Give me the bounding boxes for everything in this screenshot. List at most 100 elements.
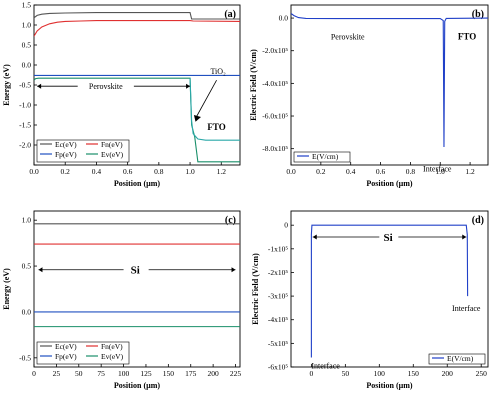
x-tick-label: 0.4 <box>346 167 356 176</box>
series-line-ev/cm <box>291 13 488 148</box>
y-tick-label: 0.0 <box>279 14 289 23</box>
span-arrow-head <box>186 83 191 89</box>
legend-box <box>293 151 351 163</box>
y-tick-label: -0.5 <box>19 81 31 90</box>
y-tick-label: -1x10⁵ <box>268 244 288 253</box>
legend-box <box>428 353 486 365</box>
x-tick-label: 175 <box>185 369 197 378</box>
panel-label: (d) <box>472 215 484 226</box>
x-tick-label: 100 <box>374 369 386 378</box>
x-tick-label: 0.4 <box>92 167 102 176</box>
y-tick-label: -6x10⁵ <box>268 363 288 372</box>
annotation: TiO₂ <box>210 67 226 76</box>
legend: Ec(eV) Fn(eV) Fp(eV) Ev(eV) <box>36 341 130 365</box>
annotation: Si <box>131 265 140 277</box>
y-tick-label: -4.0x10⁵ <box>262 79 288 88</box>
x-tick-label: 0.2 <box>61 167 71 176</box>
y-tick-label: -0.5 <box>19 353 31 362</box>
x-tick-label: 0.2 <box>316 167 326 176</box>
x-tick-label: 0 <box>310 369 314 378</box>
annotation: FTO <box>458 31 476 41</box>
y-tick-label: -3x10⁵ <box>268 292 288 301</box>
x-tick-label: 150 <box>408 369 420 378</box>
x-tick-label: 0.6 <box>376 167 386 176</box>
x-tick-label: 1.0 <box>185 167 195 176</box>
legend-label: Fn(eV) <box>101 342 123 351</box>
y-tick-label: 0 <box>284 221 288 230</box>
y-tick-label: 0.0 <box>22 307 32 316</box>
x-axis-label: Position (µm) <box>366 381 412 390</box>
span-arrow-head <box>312 234 317 240</box>
x-tick-label: 225 <box>230 369 242 378</box>
panel-b: 0.0 0.2 0.4 0.6 0.8 1.0 1.2 0.0 -2.0x10⁵ -4.0x10⁵… <box>249 4 489 188</box>
x-tick-label: 75 <box>97 369 105 378</box>
x-tick-label: 0.8 <box>406 167 416 176</box>
legend-label: Ec(eV) <box>55 140 77 149</box>
legend-label: Fp(eV) <box>55 352 77 361</box>
x-tick-label: 200 <box>208 369 220 378</box>
series-group <box>34 223 240 328</box>
span-arrow-head <box>38 267 43 273</box>
series-line-fnev <box>34 20 240 37</box>
panel-label: (b) <box>472 9 484 20</box>
y-tick-label: -8.0x10⁵ <box>262 144 288 153</box>
x-tick-label: 0.8 <box>154 167 164 176</box>
legend-label: Ec(eV) <box>55 342 77 351</box>
x-tick-label: 50 <box>342 369 350 378</box>
series-group <box>291 13 488 148</box>
legend: Ec(eV) Fn(eV) Fp(eV) Ev(eV) <box>36 139 130 163</box>
y-tick-label: -5x10⁵ <box>268 339 288 348</box>
y-tick-label: 0.5 <box>22 262 32 271</box>
plot-frame <box>33 210 241 368</box>
legend-label: E(V/cm) <box>312 152 339 161</box>
x-tick-label: 100 <box>118 369 130 378</box>
x-tick-label: 0.6 <box>123 167 133 176</box>
y-tick-label: -2.0x10⁵ <box>262 46 288 55</box>
y-axis-label: Electric Field (V/cm) <box>251 253 260 325</box>
annotation: Perovskite <box>331 32 365 41</box>
y-tick-label: -1.0 <box>19 101 31 110</box>
series-group <box>34 12 240 163</box>
annotation: Interface <box>452 304 481 313</box>
x-tick-label: 1.2 <box>465 167 475 176</box>
y-tick-label: -1.5 <box>19 121 31 130</box>
annotation: Interface <box>423 165 452 174</box>
x-tick-label: 1.2 <box>217 167 227 176</box>
x-tick-label: 250 <box>476 369 488 378</box>
x-tick-label: 0 <box>32 369 36 378</box>
x-tick-label: 125 <box>140 369 152 378</box>
panel-a: 0.0 0.2 0.4 0.6 0.8 1.0 1.2 -2.0 -1.5 -1.0 -0.5 0.0… <box>2 1 241 188</box>
legend-label: Fn(eV) <box>101 140 123 149</box>
legend-box <box>36 139 130 163</box>
x-tick-label: 0.0 <box>29 167 39 176</box>
y-axis-label: Energy (eV) <box>2 268 11 310</box>
y-tick-label: 0.5 <box>22 41 32 50</box>
y-tick-label: -2x10⁵ <box>268 268 288 277</box>
x-tick-label: 200 <box>442 369 454 378</box>
plot-frame <box>290 210 489 368</box>
y-tick-label: -4x10⁵ <box>268 315 288 324</box>
y-tick-label: -6.0x10⁵ <box>262 112 288 121</box>
series-line-ecev <box>34 12 240 20</box>
tio2-arrow-head <box>193 115 201 122</box>
x-tick-label: 150 <box>163 369 175 378</box>
y-axis-label: Electric Field (V/cm) <box>249 49 258 121</box>
annotation: Interface <box>311 362 340 371</box>
span-arrow-head <box>37 83 42 89</box>
panel-d: 0 50 100 150 200 250 0 -1x10⁵ -2x10⁵ -3x10⁵ -4x10⁵… <box>251 210 489 390</box>
y-axis-label: Energy (eV) <box>2 64 11 106</box>
y-tick-label: 1.0 <box>22 216 32 225</box>
x-tick-label: 50 <box>75 369 83 378</box>
x-axis-label: Position (µm) <box>366 179 412 188</box>
tio2-arrow <box>195 80 217 118</box>
annotation: Perovskite <box>89 82 123 91</box>
x-axis-label: Position (µm) <box>114 179 160 188</box>
panel-label: (c) <box>225 215 236 226</box>
series-group <box>310 224 469 358</box>
annotation: Si <box>384 232 393 244</box>
x-tick-label: 1.0 <box>436 167 446 176</box>
span-arrow-head <box>462 234 467 240</box>
x-tick-label: 25 <box>53 369 61 378</box>
panel-c: 0 25 50 75 100 125 150 175 200 225 -0.5 0.0 0.5 1.0 Po… <box>2 210 242 390</box>
